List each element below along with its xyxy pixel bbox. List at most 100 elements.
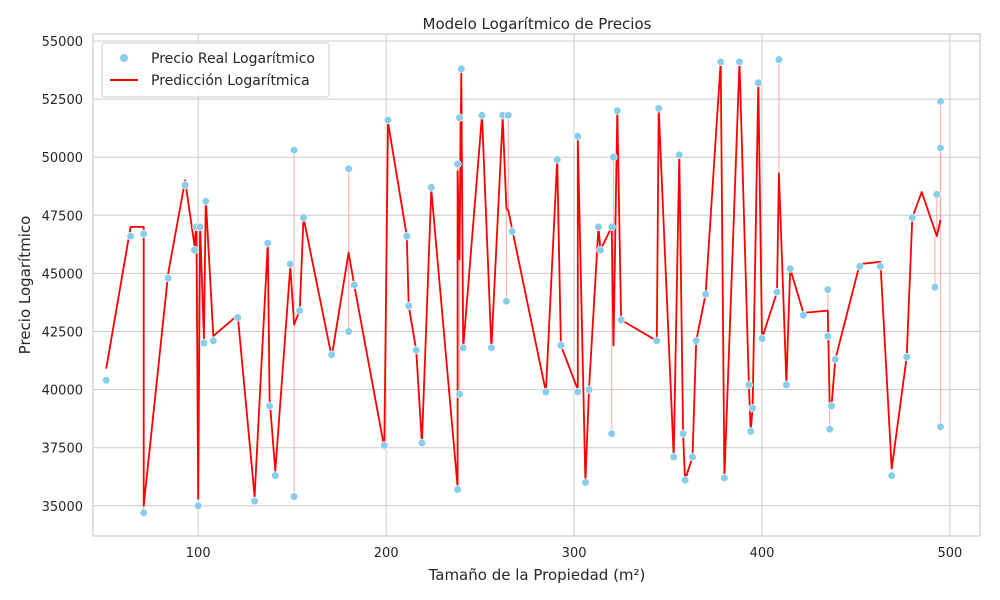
actual-point — [233, 313, 242, 322]
actual-point — [541, 387, 551, 397]
actual-point — [350, 280, 359, 290]
actual-point — [286, 260, 295, 269]
actual-point — [427, 183, 436, 192]
actual-point — [594, 222, 603, 231]
actual-point — [825, 425, 834, 434]
actual-point — [908, 213, 917, 222]
actual-point — [344, 327, 353, 336]
y-tick-label: 35000 — [42, 500, 83, 515]
actual-point — [181, 181, 190, 190]
legend-label-actual: Precio Real Logarítmico — [151, 51, 315, 67]
legend: Precio Real Logarítmico Predicción Logar… — [101, 42, 330, 98]
actual-point — [453, 485, 462, 494]
actual-point — [502, 297, 511, 306]
actual-point — [453, 160, 462, 169]
actual-point — [459, 343, 468, 352]
x-tick-label: 400 — [750, 546, 775, 561]
x-tick-label: 300 — [562, 546, 587, 561]
actual-point — [271, 471, 280, 480]
actual-point — [402, 232, 411, 241]
actual-point — [757, 334, 767, 343]
y-tick-label: 42500 — [42, 326, 83, 341]
actual-point — [616, 315, 626, 325]
actual-point — [380, 441, 389, 450]
actual-point — [744, 380, 754, 390]
actual-point — [669, 452, 678, 462]
actual-point — [652, 336, 661, 345]
actual-points-layer — [102, 55, 945, 517]
actual-point — [455, 390, 464, 399]
actual-point — [201, 197, 210, 206]
y-tick-label: 52500 — [42, 93, 83, 108]
actual-point — [250, 497, 259, 506]
actual-point — [609, 153, 618, 162]
actual-point — [786, 264, 795, 273]
actual-point — [613, 106, 622, 115]
actual-point — [746, 427, 755, 436]
actual-point — [936, 422, 945, 431]
actual-point — [902, 352, 911, 362]
actual-point — [102, 376, 111, 385]
actual-point — [827, 401, 836, 411]
y-tick-label: 50000 — [42, 151, 83, 166]
actual-point — [754, 78, 763, 87]
actual-point — [748, 404, 757, 413]
actual-point — [720, 473, 729, 483]
actual-point — [164, 273, 173, 283]
actual-point — [774, 55, 784, 64]
actual-point — [887, 471, 896, 480]
actual-point — [799, 311, 808, 320]
actual-point — [344, 164, 353, 173]
actual-point — [831, 355, 840, 364]
actual-point — [932, 190, 941, 199]
actual-point — [190, 246, 199, 255]
actual-point — [290, 146, 299, 155]
actual-point — [299, 213, 308, 222]
actual-point — [417, 438, 427, 448]
y-tick-label: 55000 — [42, 35, 83, 50]
actual-point — [507, 227, 517, 236]
actual-point — [680, 476, 690, 485]
plot-frame — [92, 33, 981, 537]
actual-point — [716, 57, 725, 67]
actual-point — [678, 429, 688, 438]
actual-point — [477, 111, 487, 120]
actual-point — [556, 341, 566, 350]
y-axis-label: Precio Logarítmico — [16, 216, 34, 355]
actual-point — [573, 132, 582, 141]
actual-point — [876, 262, 885, 271]
y-tick-label: 40000 — [42, 384, 83, 399]
actual-point — [823, 332, 832, 341]
legend-box — [101, 42, 330, 98]
actual-point — [209, 336, 218, 345]
actual-point — [139, 508, 148, 517]
actual-point — [701, 290, 710, 299]
actual-point — [404, 301, 413, 311]
tick-labels: 100 200 300 400 500 35000 37500 40000 42500 45000… — [42, 35, 963, 561]
x-tick-label: 200 — [374, 546, 399, 561]
actual-point — [126, 232, 135, 241]
actual-point — [573, 387, 582, 397]
actual-point — [487, 343, 496, 352]
actual-point — [263, 239, 272, 248]
actual-point — [936, 97, 945, 106]
actual-point — [504, 111, 513, 120]
x-axis-label: Tamaño de la Propiedad (m²) — [428, 566, 646, 584]
actual-point — [675, 150, 684, 159]
y-tick-label: 37500 — [42, 442, 83, 457]
actual-point — [455, 113, 464, 122]
actual-point — [772, 287, 782, 297]
actual-point — [290, 492, 299, 501]
grid — [93, 34, 980, 536]
chart-title: Modelo Logarítmico de Precios — [423, 15, 652, 33]
actual-point — [596, 246, 605, 255]
actual-point — [607, 429, 616, 438]
actual-point — [196, 222, 205, 231]
actual-point — [199, 339, 208, 348]
actual-point — [265, 401, 274, 411]
actual-point — [412, 346, 421, 355]
actual-point — [855, 262, 864, 271]
x-tick-label: 100 — [186, 546, 211, 561]
actual-point — [607, 222, 616, 231]
actual-point — [581, 478, 590, 487]
